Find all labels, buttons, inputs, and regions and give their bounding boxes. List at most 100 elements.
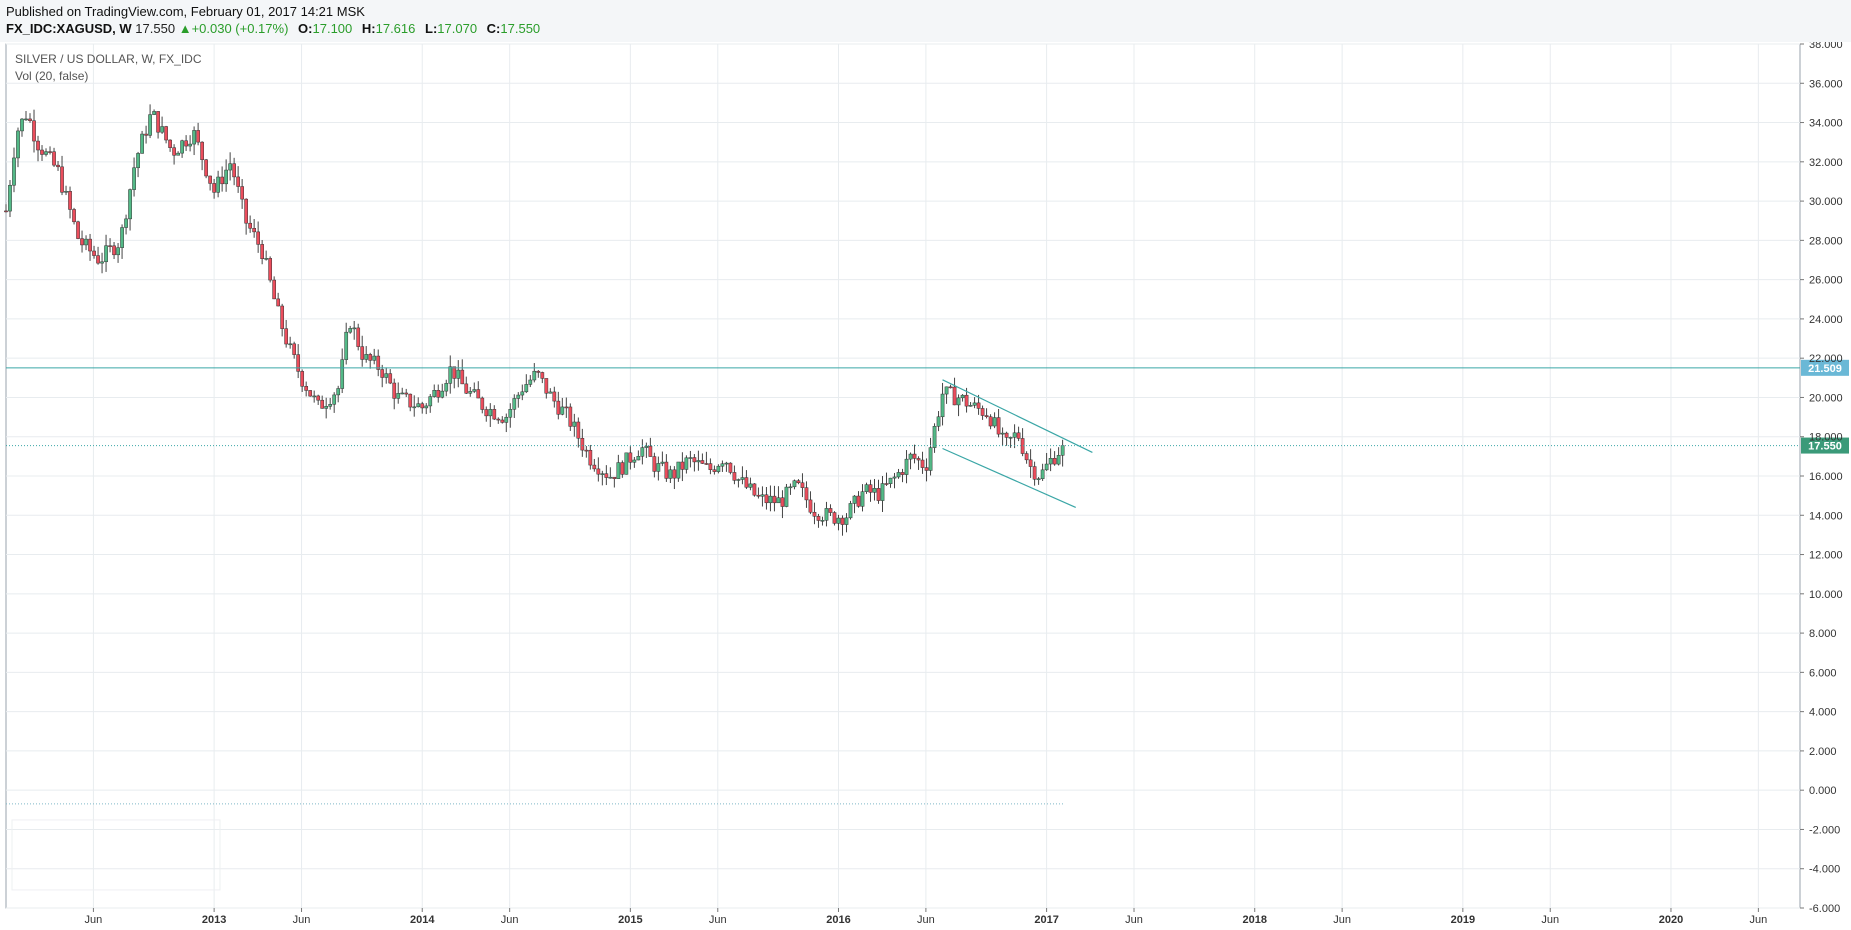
candle-body[interactable] (104, 245, 108, 263)
candle-body[interactable] (580, 437, 585, 451)
candle-body[interactable] (792, 480, 797, 488)
candle-body[interactable] (908, 453, 913, 460)
candle-body[interactable] (48, 151, 52, 153)
candle-body[interactable] (496, 418, 501, 421)
candle-body[interactable] (616, 462, 621, 479)
candle-body[interactable] (984, 415, 989, 418)
candle-body[interactable] (668, 469, 673, 479)
candle-body[interactable] (304, 386, 309, 391)
candle-body[interactable] (248, 222, 252, 229)
candle-body[interactable] (960, 394, 965, 399)
candle-body[interactable] (860, 491, 865, 507)
candle-body[interactable] (180, 140, 184, 154)
candle-body[interactable] (252, 228, 256, 233)
candle-body[interactable] (256, 231, 260, 245)
candle-body[interactable] (452, 366, 457, 379)
candle-body[interactable] (1040, 469, 1045, 480)
time-axis[interactable]: Jun 2013 Jun 2014 Jun 2015 Jun 2016 Jun 2017 Jun 20… (85, 908, 1768, 926)
candle-body[interactable] (236, 176, 240, 187)
candle-body[interactable] (680, 461, 685, 470)
candle-body[interactable] (688, 457, 693, 459)
candle-body[interactable] (44, 151, 48, 155)
candle-body[interactable] (656, 463, 661, 472)
candle-body[interactable] (1000, 432, 1005, 435)
candle-body[interactable] (168, 139, 172, 148)
candle-body[interactable] (260, 244, 264, 260)
candle-body[interactable] (564, 406, 569, 409)
candle-body[interactable] (344, 331, 349, 360)
candle-body[interactable] (652, 456, 657, 472)
candle-body[interactable] (800, 482, 805, 488)
candle-body[interactable] (228, 163, 232, 171)
candle-body[interactable] (520, 391, 525, 396)
candle-body[interactable] (156, 111, 160, 133)
candle-body[interactable] (16, 130, 20, 159)
candle-body[interactable] (84, 238, 88, 246)
candle-body[interactable] (232, 163, 236, 178)
candle-body[interactable] (504, 416, 509, 423)
candle-body[interactable] (24, 118, 28, 121)
candle-body[interactable] (704, 463, 709, 465)
candle-body[interactable] (28, 118, 32, 121)
candle-body[interactable] (560, 406, 565, 415)
candle-body[interactable] (132, 167, 136, 190)
candle-body[interactable] (380, 369, 385, 378)
candle-body[interactable] (648, 445, 653, 457)
candle-body[interactable] (584, 449, 589, 452)
channel-lines[interactable] (942, 379, 1093, 508)
candle-body[interactable] (284, 328, 289, 345)
candle-body[interactable] (244, 198, 248, 224)
candle-body[interactable] (428, 396, 433, 407)
candle-body[interactable] (556, 400, 561, 415)
trend-line[interactable] (942, 447, 1076, 508)
candle-body[interactable] (1044, 463, 1049, 471)
candle-body[interactable] (508, 409, 513, 418)
candle-body[interactable] (880, 483, 885, 501)
candle-body[interactable] (528, 379, 533, 385)
candle-body[interactable] (736, 479, 741, 481)
candle-body[interactable] (264, 258, 269, 260)
candle-body[interactable] (272, 279, 277, 300)
candle-body[interactable] (204, 159, 208, 177)
candle-body[interactable] (568, 406, 573, 427)
candle-body[interactable] (192, 130, 196, 145)
candle-body[interactable] (888, 477, 893, 484)
candle-body[interactable] (948, 386, 953, 389)
candle-body[interactable] (932, 426, 937, 448)
candle-body[interactable] (364, 354, 369, 360)
candle-body[interactable] (440, 390, 445, 398)
candle-body[interactable] (184, 140, 188, 147)
candle-body[interactable] (112, 245, 116, 256)
candle-body[interactable] (404, 392, 409, 395)
candle-body[interactable] (856, 495, 861, 507)
candle-body[interactable] (224, 169, 228, 185)
candle-body[interactable] (748, 483, 753, 488)
candle-body[interactable] (764, 494, 769, 504)
candle-body[interactable] (148, 114, 152, 136)
candle-body[interactable] (632, 459, 637, 463)
candle-body[interactable] (612, 476, 617, 479)
candle-body[interactable] (212, 183, 216, 193)
candle-body[interactable] (572, 421, 577, 427)
candles[interactable] (4, 104, 1065, 536)
candle-body[interactable] (1012, 432, 1017, 438)
candle-body[interactable] (120, 227, 124, 248)
candle-body[interactable] (1032, 466, 1037, 480)
candle-body[interactable] (684, 457, 689, 470)
candle-body[interactable] (672, 469, 677, 479)
trend-line[interactable] (942, 379, 1093, 453)
candle-body[interactable] (804, 487, 809, 501)
candle-body[interactable] (1052, 458, 1057, 465)
candle-body[interactable] (696, 460, 701, 463)
candle-body[interactable] (408, 393, 413, 408)
candle-body[interactable] (676, 461, 681, 479)
candle-body[interactable] (40, 149, 44, 155)
candle-body[interactable] (604, 473, 609, 478)
candle-body[interactable] (816, 516, 821, 521)
candle-body[interactable] (340, 359, 345, 389)
candle-body[interactable] (488, 409, 493, 417)
candle-body[interactable] (980, 408, 985, 416)
candle-body[interactable] (476, 389, 481, 399)
candle-body[interactable] (328, 404, 333, 407)
candle-body[interactable] (968, 405, 973, 407)
